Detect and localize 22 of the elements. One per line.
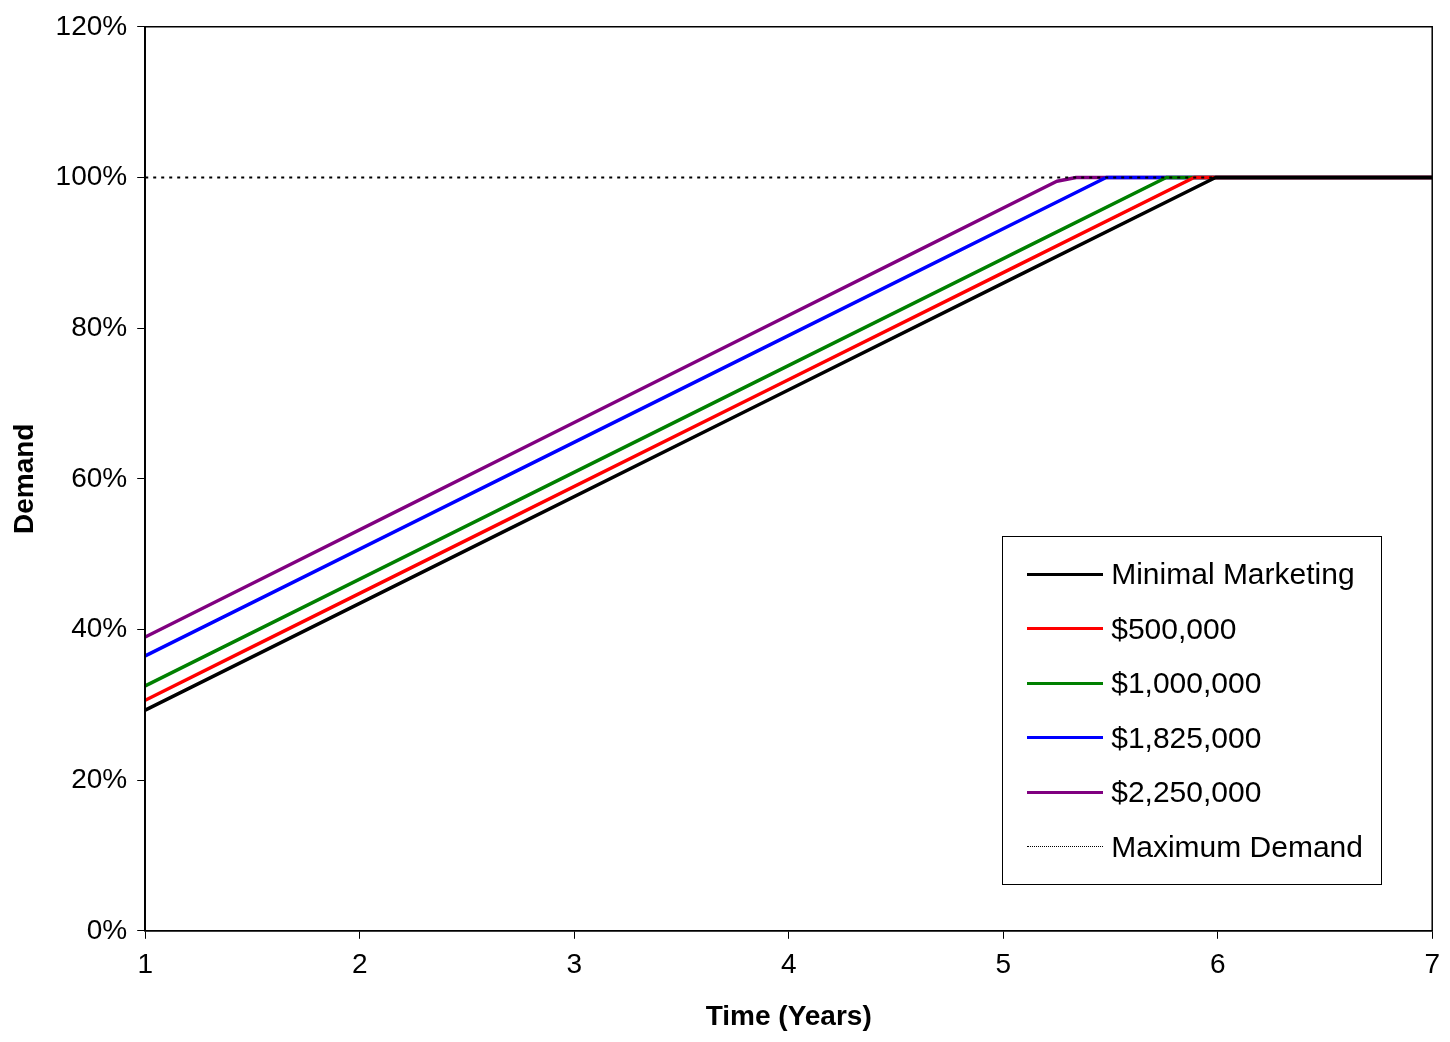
x-tick-label: 5 <box>995 948 1011 980</box>
y-tick-label: 120% <box>55 9 128 41</box>
x-axis-title: Time (Years) <box>705 999 872 1031</box>
y-tick-label: 100% <box>55 160 128 192</box>
y-tick-label: 0% <box>86 913 128 945</box>
x-tick-label: 3 <box>566 948 582 980</box>
legend-label: $2,250,000 <box>1111 775 1262 810</box>
x-tick-label: 7 <box>1424 948 1440 980</box>
y-axis-title: Demand <box>7 423 39 535</box>
legend-label: Maximum Demand <box>1111 829 1363 864</box>
x-tick-label: 2 <box>351 948 368 980</box>
y-tick-label: 80% <box>71 310 128 342</box>
legend-label: $1,000,000 <box>1111 666 1262 701</box>
y-tick-label: 60% <box>71 461 128 493</box>
y-tick-label: 40% <box>71 612 128 644</box>
x-tick-label: 6 <box>1209 948 1226 980</box>
legend-label: $500,000 <box>1111 611 1237 646</box>
x-tick-label: 1 <box>137 948 153 980</box>
y-tick-label: 20% <box>71 762 128 794</box>
legend-label: Minimal Marketing <box>1111 557 1355 592</box>
x-tick-label: 4 <box>780 948 797 980</box>
legend-label: $1,825,000 <box>1111 720 1262 755</box>
